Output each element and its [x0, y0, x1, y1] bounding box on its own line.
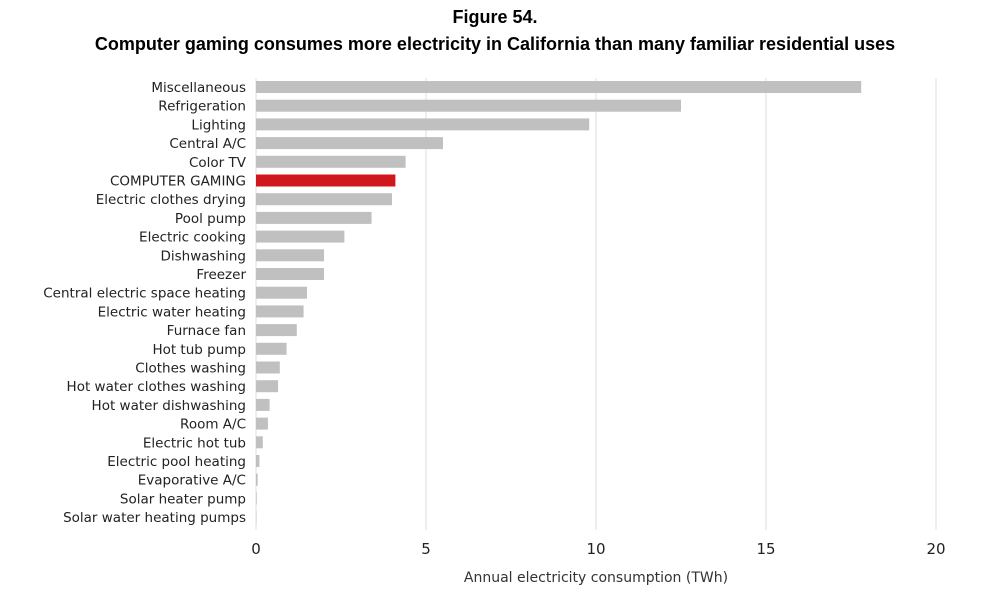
y-category-label: Solar water heating pumps [63, 510, 246, 526]
y-category-label: Pool pump [175, 211, 246, 227]
y-category-label: Electric hot tub [143, 435, 246, 451]
y-category-label: Furnace fan [167, 323, 246, 339]
bar [256, 436, 263, 449]
bar [256, 305, 304, 318]
y-category-label: Central electric space heating [43, 286, 246, 302]
bar [256, 492, 257, 505]
figure-number: Figure 54. [452, 7, 538, 27]
bars [256, 81, 862, 524]
y-category-label: Freezer [196, 267, 246, 283]
bar [256, 137, 443, 150]
y-category-label: Dishwashing [160, 248, 246, 264]
bar [256, 286, 307, 299]
bar [256, 249, 324, 262]
bar [256, 361, 280, 374]
y-category-label: Evaporative A/C [138, 473, 246, 489]
y-category-label: Hot water clothes washing [67, 379, 246, 395]
bar [256, 342, 287, 355]
x-axis-ticks: 0 5 10 15 20 [251, 540, 945, 558]
y-category-label: COMPUTER GAMING [110, 174, 246, 190]
bar [256, 324, 297, 337]
gridlines [255, 78, 937, 530]
y-category-label: Miscellaneous [151, 80, 246, 96]
y-category-label: Electric cooking [139, 230, 246, 246]
bar [256, 193, 392, 206]
x-tick-label: 10 [586, 540, 605, 558]
figure-title: Computer gaming consumes more electricit… [94, 34, 896, 54]
bar [256, 473, 258, 486]
x-tick-label: 0 [251, 540, 261, 558]
bar [256, 417, 268, 430]
bar [256, 230, 345, 243]
x-tick-label: 15 [756, 540, 775, 558]
bar [256, 81, 862, 93]
y-category-label: Electric water heating [98, 304, 246, 320]
x-axis-title: Annual electricity consumption (TWh) [464, 570, 728, 586]
bar [256, 155, 406, 168]
bar [256, 455, 260, 467]
y-category-label: Lighting [191, 117, 246, 133]
x-tick-label: 5 [421, 540, 431, 558]
y-category-label: Electric pool heating [107, 454, 246, 470]
y-category-label: Central A/C [169, 136, 246, 152]
y-category-label: Hot tub pump [152, 342, 246, 358]
y-category-label: Color TV [189, 155, 247, 171]
bar [256, 268, 324, 280]
y-category-label: Refrigeration [158, 99, 246, 115]
x-tick-label: 20 [926, 540, 945, 558]
bar [256, 118, 590, 131]
y-category-label: Hot water dishwashing [92, 398, 246, 414]
category-labels: Miscellaneous Refrigeration Lighting Centra… [43, 80, 247, 526]
bar [256, 380, 279, 393]
bar-highlight [256, 174, 396, 187]
bar [256, 211, 372, 224]
y-category-label: Solar heater pump [120, 491, 246, 507]
y-category-label: Clothes washing [135, 361, 246, 377]
bar [256, 99, 681, 112]
bar [256, 398, 270, 411]
y-category-label: Room A/C [180, 417, 246, 433]
y-category-label: Electric clothes drying [96, 192, 246, 208]
